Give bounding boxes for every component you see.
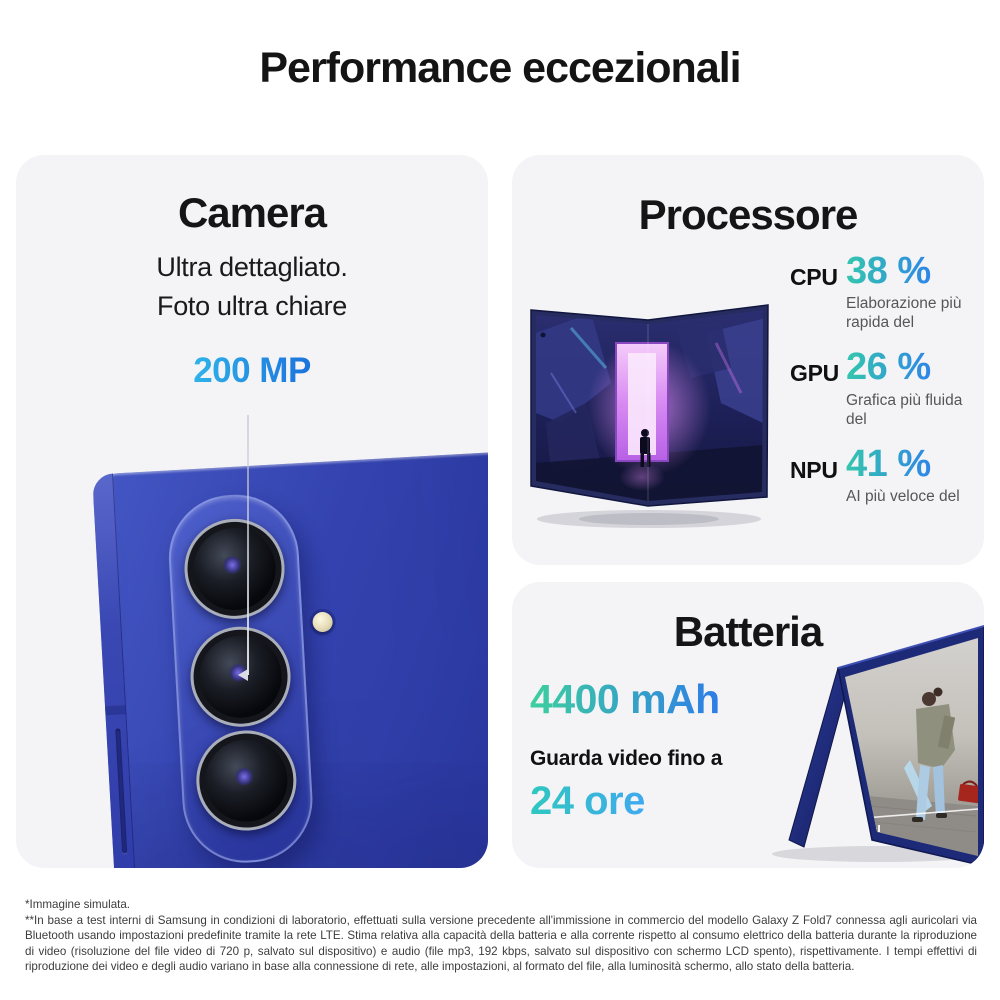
game-scene	[536, 310, 763, 501]
processor-heading: Processore	[638, 191, 859, 238]
tent-back-panel	[788, 667, 851, 848]
phone-shadow	[537, 510, 761, 528]
footnote-disclaimer: **In base a test interni di Samsung in c…	[25, 913, 977, 974]
battery-heading: Batteria	[673, 608, 823, 655]
stat-row-gpu: GPU 26 % Grafica più fluida del	[790, 347, 982, 428]
processor-stats: CPU 38 % Elaborazione più rapida del GPU…	[790, 251, 982, 521]
selfie-camera-dot	[540, 332, 546, 338]
hinge-edge-highlight	[837, 625, 984, 669]
walking-woman	[904, 687, 956, 822]
gpu-label: GPU	[790, 360, 839, 387]
red-bag	[958, 780, 978, 804]
battery-capacity: 4400 mAh	[530, 676, 720, 722]
antenna-line	[104, 705, 126, 716]
pause-icon	[860, 825, 863, 832]
battery-caption: Guarda video fino a	[530, 747, 723, 770]
stat-row-cpu: CPU 38 % Elaborazione più rapida del	[790, 251, 982, 332]
phone-hinge-rail	[92, 473, 138, 868]
camera-lens-top	[181, 516, 288, 622]
stat-row-npu: NPU 41 % AI più veloce del	[790, 442, 982, 506]
camera-lens-bottom	[193, 727, 300, 834]
pause-icon	[864, 825, 867, 832]
phone-shadow-core	[579, 513, 719, 525]
page-title: Performance eccezionali	[259, 44, 741, 92]
battery-specs: 4400 mAh Guarda video fino a 24 ore	[530, 676, 780, 824]
npu-caption: AI più veloce del	[846, 487, 960, 505]
cpu-label: CPU	[790, 264, 838, 290]
cpu-value: 38 %	[846, 250, 931, 292]
game-character	[640, 429, 651, 467]
megapixel-pointer-line	[247, 415, 249, 675]
cpu-caption: Elaborazione più rapida del	[846, 295, 962, 332]
npu-label: NPU	[790, 456, 838, 483]
lens-glint	[234, 767, 254, 787]
skip-icon-bar	[878, 825, 880, 832]
npu-value: 41 %	[846, 442, 931, 485]
hinge-groove	[115, 728, 128, 854]
footnotes: *Immagine simulata. **In base a test int…	[25, 897, 977, 975]
gpu-caption: Grafica più fluida del	[846, 391, 963, 428]
camera-card: Camera Ultra dettagliato. Foto ultra chi…	[16, 155, 488, 868]
camera-subtitle-line2: Foto ultra chiare	[157, 291, 347, 321]
battery-card: Batteria 4400 mAh Guarda video fino a 24…	[512, 582, 984, 868]
camera-megapixels: 200 MP	[193, 351, 311, 390]
camera-subtitle-line1: Ultra dettagliato.	[156, 252, 348, 282]
camera-heading: Camera	[177, 189, 327, 236]
gpu-value: 26 %	[846, 346, 931, 389]
tent-mode-phone-video-image	[772, 625, 984, 867]
megapixel-pointer-arrowhead	[238, 669, 248, 681]
camera-flash	[312, 611, 334, 633]
processor-card: Processore	[512, 155, 984, 565]
open-fold-phone-gaming-image	[530, 304, 769, 528]
lens-glint	[222, 555, 242, 575]
camera-subtitle: Ultra dettagliato. Foto ultra chiare	[16, 248, 488, 326]
battery-duration: 24 ore	[530, 779, 645, 823]
phone-rear-photo	[92, 448, 488, 868]
footnote-image-simulated: *Immagine simulata.	[25, 898, 131, 911]
